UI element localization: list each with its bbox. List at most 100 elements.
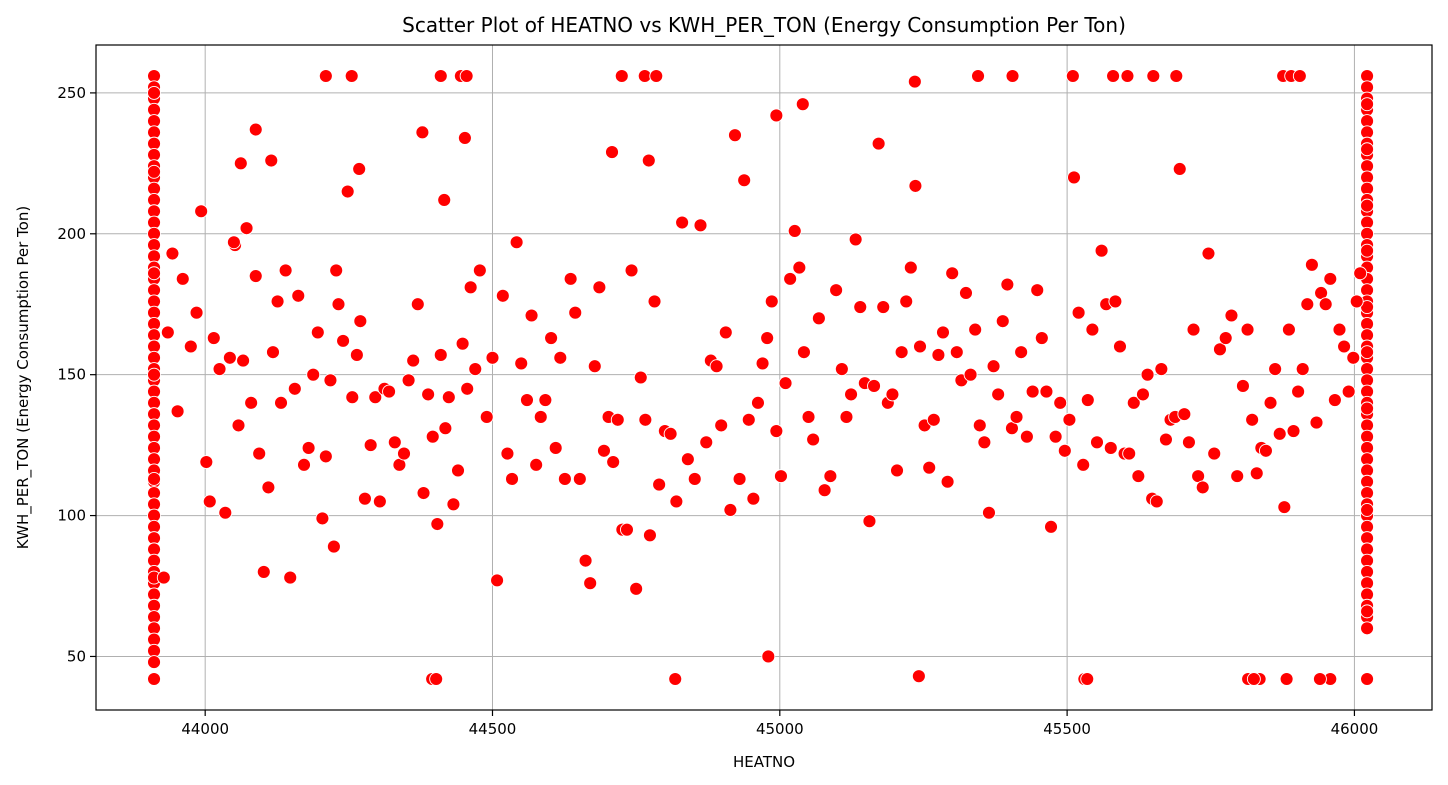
data-point (844, 387, 859, 402)
data-point (732, 471, 747, 486)
data-point (760, 331, 775, 346)
data-point (1076, 457, 1091, 472)
data-point (1019, 429, 1034, 444)
data-point (479, 409, 494, 424)
data-point (1048, 429, 1063, 444)
data-point (746, 491, 761, 506)
data-point (587, 359, 602, 374)
data-point (306, 367, 321, 382)
data-point (520, 393, 534, 407)
data-point (457, 131, 472, 145)
data-point (415, 125, 430, 140)
data-point (699, 435, 714, 450)
data-point (433, 348, 448, 362)
data-point (1140, 367, 1155, 382)
data-point (963, 367, 978, 382)
data-point (1245, 412, 1260, 427)
y-tick-label: 150 (57, 366, 86, 384)
data-point (315, 511, 330, 526)
data-point (949, 345, 964, 360)
data-point (1213, 342, 1227, 357)
data-point (806, 432, 821, 447)
data-point (266, 345, 280, 360)
data-point (1240, 322, 1255, 337)
data-point (1177, 407, 1192, 422)
data-point (769, 108, 784, 123)
data-point (236, 353, 251, 368)
data-point (801, 409, 816, 424)
data-point (344, 69, 359, 83)
data-point (318, 69, 333, 83)
data-point (270, 294, 285, 309)
data-point (557, 471, 572, 486)
data-point (529, 457, 544, 472)
data-point (687, 471, 702, 486)
data-point (553, 350, 568, 365)
data-point (669, 494, 684, 509)
data-point (1230, 469, 1245, 484)
data-point (387, 435, 402, 450)
data-point (1360, 672, 1375, 686)
data-point (908, 178, 923, 193)
data-point (455, 336, 470, 351)
data-point (936, 325, 950, 340)
axis-ticks: 44000 44500 45000 45500 46000 50 100 150 200 250 (57, 84, 1378, 738)
data-point (329, 263, 344, 278)
data-point (668, 672, 683, 686)
data-point (592, 280, 607, 295)
data-point (297, 457, 311, 472)
data-point (968, 322, 983, 337)
data-point (714, 418, 729, 433)
data-point (624, 263, 639, 278)
data-point (959, 286, 973, 300)
data-point (605, 145, 619, 160)
data-point (728, 128, 742, 143)
data-point (1106, 69, 1121, 83)
data-point (1309, 415, 1324, 430)
data-point (1353, 266, 1368, 281)
data-point (199, 455, 214, 469)
data-point (1181, 435, 1196, 450)
data-point (1108, 294, 1123, 309)
data-point (1279, 672, 1294, 686)
data-point (1030, 283, 1045, 298)
data-point (401, 373, 416, 388)
data-point (485, 350, 500, 365)
x-tick-label: 45000 (756, 720, 804, 738)
data-point (1292, 69, 1307, 83)
data-point (1360, 345, 1375, 360)
data-point (147, 672, 161, 686)
data-point (834, 362, 849, 376)
data-point (1272, 426, 1287, 441)
x-axis-label: HEATNO (733, 753, 795, 771)
data-point (1053, 395, 1068, 410)
data-point (1263, 395, 1278, 410)
data-point (792, 260, 807, 275)
data-point (226, 235, 241, 250)
data-point (1149, 494, 1164, 509)
data-point (533, 409, 548, 424)
data-point (652, 477, 667, 492)
data-point (1120, 69, 1135, 83)
data-point (425, 429, 440, 444)
data-point (876, 300, 891, 315)
data-point (416, 486, 431, 500)
data-point (1360, 243, 1375, 258)
data-point (468, 362, 483, 376)
data-point (783, 271, 798, 286)
x-tick-label: 45500 (1043, 720, 1091, 738)
data-point (642, 528, 657, 543)
y-axis-label: KWH_PER_TON (Energy Consumption Per Ton) (14, 206, 33, 549)
data-point (723, 502, 738, 517)
data-point (610, 412, 625, 427)
data-point (680, 452, 695, 467)
data-point (638, 412, 653, 427)
data-point (890, 463, 904, 478)
data-point (1312, 672, 1327, 686)
data-point (1065, 69, 1080, 83)
data-point (363, 438, 378, 453)
data-point (1154, 362, 1169, 376)
x-tick-label: 44000 (181, 720, 229, 738)
data-point (1318, 297, 1333, 312)
data-point (871, 136, 886, 151)
